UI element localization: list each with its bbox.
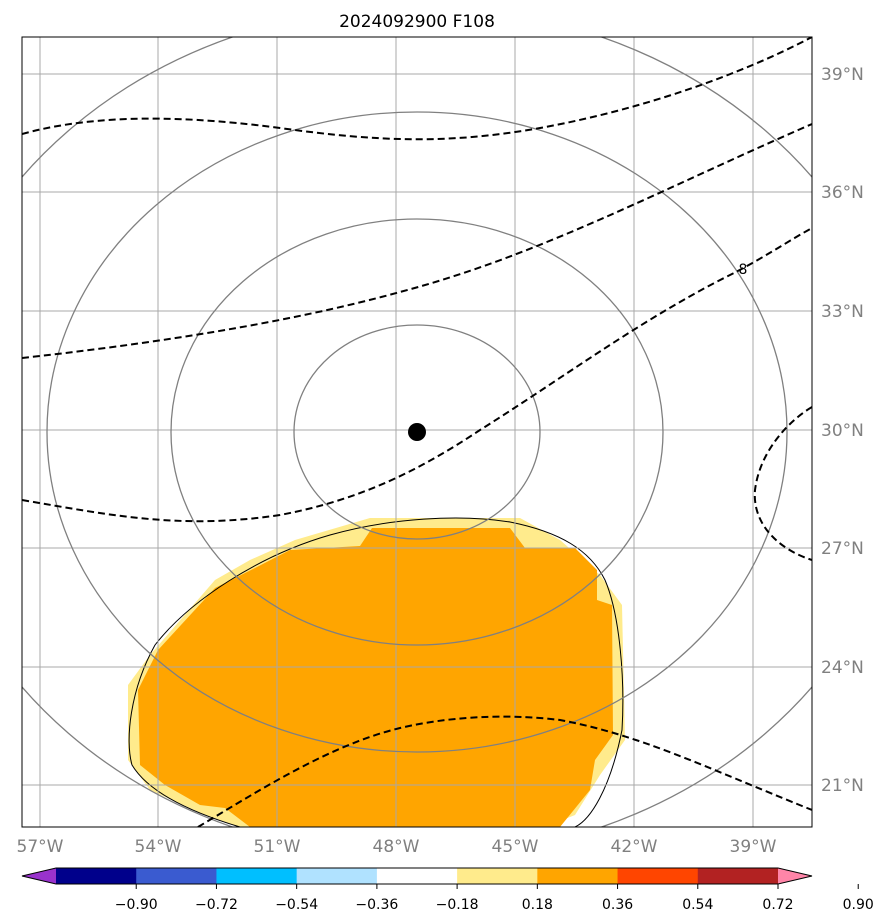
dashed-contours — [22, 37, 812, 827]
colorbar-tick-label: −0.18 — [436, 897, 479, 913]
map-frame — [21, 36, 813, 828]
colorbar-outline — [21, 867, 813, 885]
lon-label: 57°W — [17, 837, 64, 857]
colorbar-extend-high — [778, 868, 812, 884]
lat-labels: 39°N 36°N 33°N 30°N 27°N 24°N 21°N — [821, 65, 864, 796]
range-rings — [22, 37, 812, 827]
dashed-contour-5 — [197, 715, 812, 827]
lon-label: 54°W — [135, 837, 182, 857]
dashed-contour-3 — [22, 227, 812, 523]
range-ring-1 — [293, 324, 541, 540]
dashed-contour-4 — [753, 406, 812, 561]
map-title: 2024092900 F108 — [339, 12, 495, 32]
dashed-contour-2 — [22, 123, 812, 359]
lon-label: 51°W — [254, 837, 301, 857]
colorbar-segment — [136, 868, 217, 884]
field-outline — [128, 517, 624, 827]
lat-label: 21°N — [821, 776, 864, 796]
colorbar-segment — [617, 868, 699, 884]
lat-label: 24°N — [821, 658, 864, 678]
lat-label: 36°N — [821, 183, 864, 203]
dashed-contour-1 — [22, 37, 812, 141]
storm-center-marker — [408, 423, 426, 441]
colorbar-segment — [537, 868, 619, 884]
map-area: 8 — [22, 37, 812, 827]
colorbar-tick-label: −0.54 — [275, 897, 318, 913]
colorbar-tick-label: −0.90 — [115, 897, 158, 913]
colorbar-tick-label: 0.72 — [762, 897, 793, 913]
lat-label: 30°N — [821, 421, 864, 441]
colorbar-tick-label: 0.36 — [602, 897, 633, 913]
colorbar-tick-label: 0.54 — [682, 897, 713, 913]
field-core-orange — [138, 528, 613, 827]
colorbar-segment — [697, 868, 779, 884]
colorbar-tick-label: −0.72 — [195, 897, 238, 913]
colorbar-tick-label: 0.18 — [522, 897, 553, 913]
range-ring-2 — [170, 218, 664, 646]
lon-label: 48°W — [373, 837, 420, 857]
lat-label: 27°N — [821, 539, 864, 559]
graticule — [22, 37, 812, 827]
colorbar-segment — [56, 868, 137, 884]
dashed-contour-label: 8 — [739, 262, 748, 278]
colorbar: −0.90 −0.72 −0.54 −0.36 −0.18 0.18 0.36 0.54 0.7… — [21, 867, 874, 913]
lon-label: 42°W — [611, 837, 658, 857]
lon-label: 39°W — [730, 837, 777, 857]
lon-labels: 57°W 54°W 51°W 48°W 45°W 42°W 39°W — [17, 837, 777, 857]
colorbar-segment — [457, 868, 538, 884]
colorbar-segment — [376, 868, 458, 884]
colorbar-segment — [296, 868, 378, 884]
lon-label: 45°W — [492, 837, 539, 857]
range-ring-3 — [46, 111, 788, 753]
colorbar-segment — [216, 868, 298, 884]
colorbar-tick-label: −0.36 — [355, 897, 398, 913]
lat-label: 39°N — [821, 65, 864, 85]
colorbar-extend-low — [22, 868, 56, 884]
colorbar-tick-label: 0.90 — [843, 897, 874, 913]
lat-label: 33°N — [821, 302, 864, 322]
